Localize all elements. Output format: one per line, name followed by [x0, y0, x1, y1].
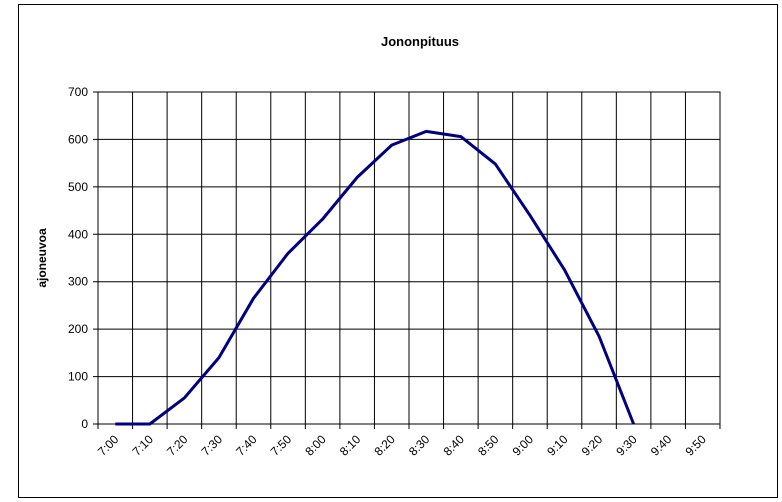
- y-axis-label: ajoneuvoa: [35, 228, 49, 288]
- y-tick-label: 500: [68, 180, 88, 194]
- y-tick-label: 100: [68, 370, 88, 384]
- data-line: [115, 129, 636, 426]
- y-tick-label: 0: [81, 417, 88, 431]
- y-tick-label: 700: [68, 85, 88, 99]
- plot-area: [97, 91, 721, 425]
- y-tick-label: 200: [68, 322, 88, 336]
- y-tick-label: 600: [68, 132, 88, 146]
- chart-title: Jononpituus: [381, 34, 459, 49]
- y-tick-label: 300: [68, 275, 88, 289]
- y-tick-label: 400: [68, 227, 88, 241]
